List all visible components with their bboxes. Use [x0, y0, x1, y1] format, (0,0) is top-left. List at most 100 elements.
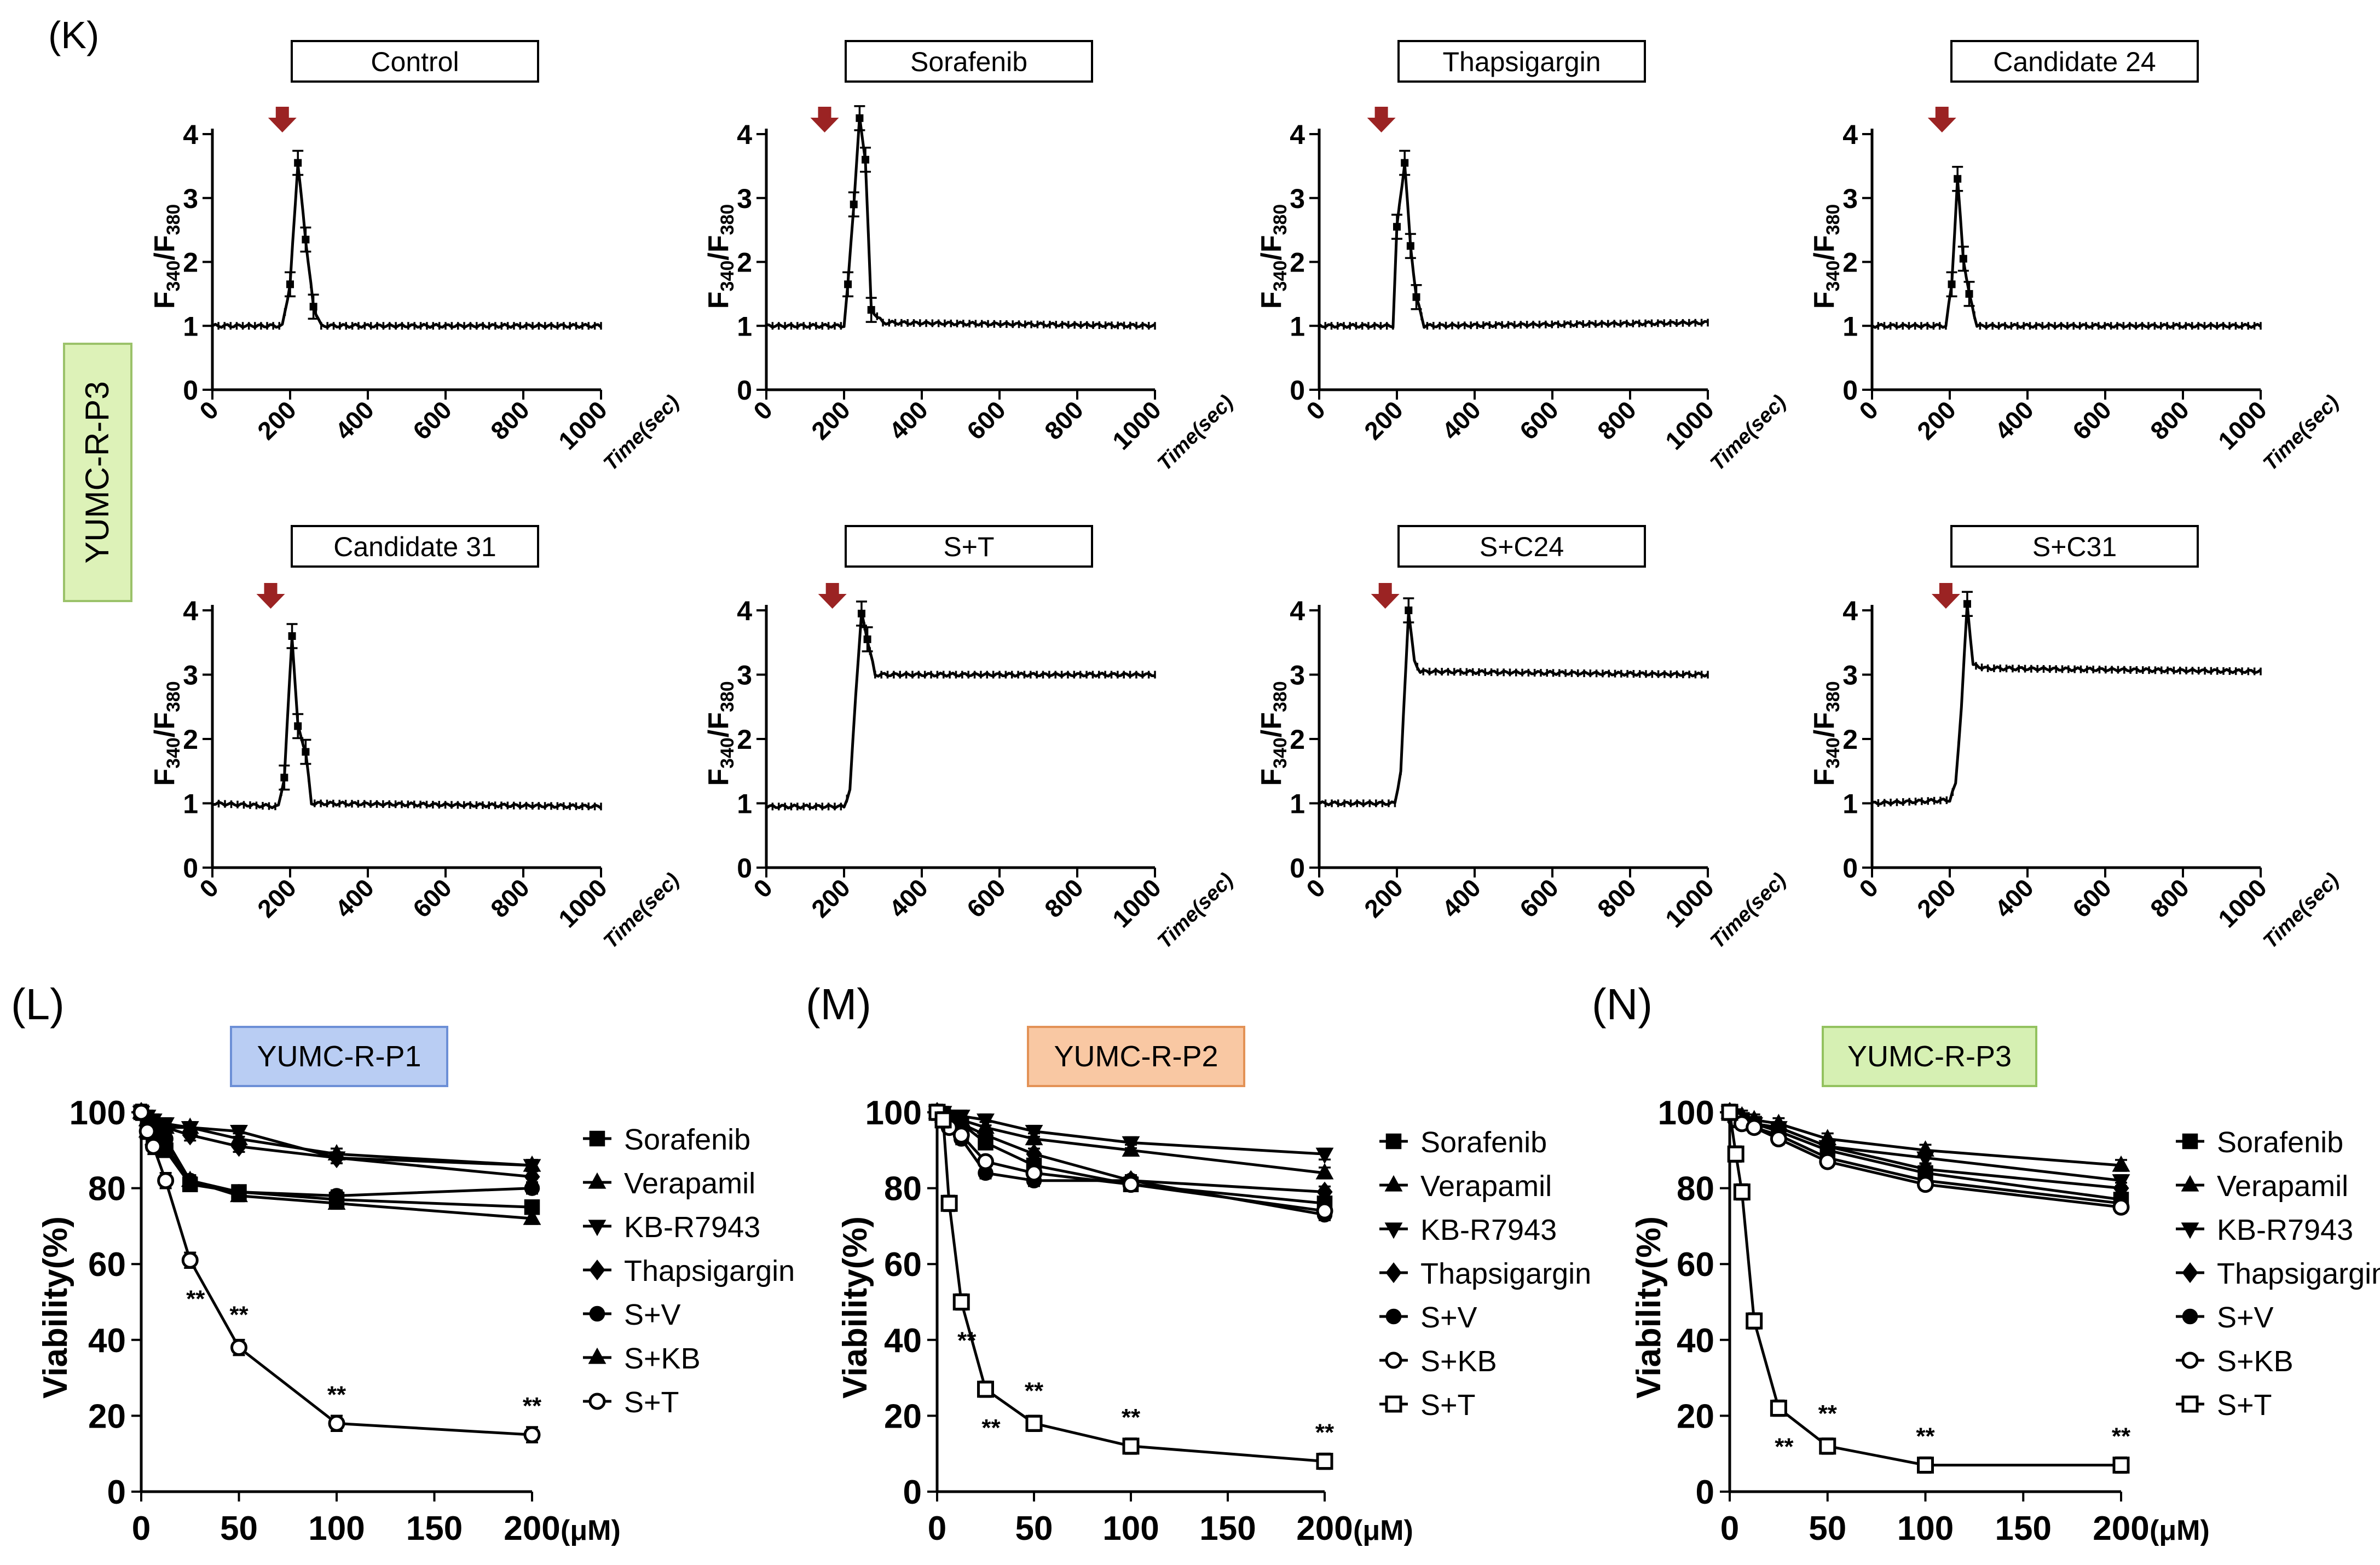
legend-entry: Thapsigargin [2176, 1257, 2380, 1290]
x-tick-label: 0 [1720, 1510, 1739, 1547]
significance-label: ** [186, 1285, 205, 1312]
data-point [145, 1137, 162, 1155]
x-tick-label: 200 [1359, 873, 1408, 923]
x-tick-label: 0 [748, 873, 778, 903]
y-tick-label: 60 [1677, 1246, 1714, 1284]
legend-marker [589, 1130, 605, 1147]
data-point [1746, 1119, 1763, 1136]
legend-entry: KB-R7943 [1379, 1214, 1557, 1246]
y-tick-label: 2 [1290, 724, 1305, 755]
data-point [952, 1127, 970, 1144]
chart-title-frame [845, 40, 1093, 83]
side-label-text: YUMC-R-P3 [79, 381, 115, 563]
y-tick-label: 3 [1290, 183, 1305, 214]
series-line [936, 1111, 1325, 1212]
data-point [1316, 1453, 1333, 1470]
x-tick-label: 1000 [553, 395, 613, 455]
chart-title-frame [1027, 1026, 1245, 1087]
stimulus-arrow [1931, 583, 1960, 609]
y-tick-label: 60 [88, 1246, 126, 1284]
x-tick-label: 0 [194, 873, 224, 903]
x-axis-label: Time(sec) [2259, 391, 2344, 476]
x-tick-label: 100 [1897, 1510, 1954, 1547]
chart-title-box: Candidate 31 [291, 525, 539, 568]
chart-title-frame [1397, 525, 1646, 568]
peak-marker [844, 280, 852, 288]
x-tick-label: 200 [1911, 873, 1961, 923]
chart-title: S+C31 [2032, 532, 2117, 562]
x-tick-label: 600 [2067, 395, 2117, 445]
x-tick-label: 100 [1102, 1510, 1159, 1547]
peak-marker [288, 632, 296, 640]
x-axis-unit: (μM) [1353, 1515, 1413, 1546]
data-point [1122, 1437, 1140, 1455]
y-tick-label: 100 [70, 1094, 126, 1132]
y-tick-label: 3 [737, 183, 752, 214]
legend-entry: S+T [583, 1386, 679, 1419]
x-tick-label: 600 [2067, 873, 2117, 923]
data-point [1721, 1104, 1738, 1121]
calcium-trace [1318, 162, 1708, 329]
legend-entry: KB-R7943 [2176, 1214, 2353, 1246]
stimulus-arrow [1367, 107, 1396, 132]
data-series [132, 1104, 541, 1443]
legend-label: Verapamil [2217, 1170, 2348, 1203]
legend-entry: S+V [2176, 1301, 2274, 1334]
y-tick-label: 60 [884, 1246, 922, 1284]
y-tick-label: 40 [884, 1322, 922, 1360]
x-tick-label: 400 [1436, 395, 1486, 445]
y-tick-label: 0 [107, 1474, 126, 1511]
x-tick-label: 50 [1015, 1510, 1053, 1547]
x-tick-label: 150 [1199, 1510, 1256, 1547]
x-axis-label: Time(sec) [2259, 869, 2344, 954]
y-tick-label: 1 [737, 311, 752, 342]
legend-entry: S+T [2176, 1389, 2272, 1422]
significance-label: ** [523, 1393, 542, 1419]
data-point [1770, 1400, 1787, 1417]
data-point [157, 1172, 175, 1189]
y-axis-label: F340/F380 [703, 204, 738, 309]
peak-marker [280, 773, 288, 782]
data-point [327, 1193, 346, 1210]
chart-title-frame [291, 40, 539, 83]
x-tick-label: 400 [1436, 873, 1486, 923]
chart-title-frame [291, 525, 539, 568]
legend-marker [1384, 1222, 1403, 1239]
legend-label: Sorafenib [2217, 1126, 2343, 1159]
legend-marker [1384, 1175, 1403, 1192]
calcium-trace [211, 163, 602, 329]
peak-marker [850, 200, 858, 209]
y-axis-label: F340/F380 [703, 681, 738, 786]
chart-title-frame [1397, 40, 1646, 83]
data-point [1819, 1437, 1836, 1455]
legend-entry: Sorafenib [583, 1123, 750, 1156]
viability-chart: YUMC-R-P3 0 20 40 60 80 100 0 50 100 150 200 (μM) Via… [1630, 1026, 2380, 1547]
data-point [1316, 1181, 1333, 1203]
chart-title-frame [230, 1026, 448, 1087]
data-point [1917, 1176, 1934, 1193]
data-series [1721, 1104, 2130, 1474]
x-tick-label: 1000 [2213, 873, 2272, 933]
x-tick-label: 0 [1301, 873, 1331, 903]
x-tick-label: 0 [928, 1510, 946, 1547]
y-tick-label: 1 [183, 311, 198, 342]
data-point [1026, 1144, 1042, 1165]
viability-chart: YUMC-R-P2 0 20 40 60 80 100 0 50 100 150 200 (μM) Via… [836, 1026, 1591, 1547]
y-tick-label: 20 [88, 1397, 126, 1435]
peak-marker [302, 235, 310, 244]
data-point [952, 1293, 970, 1310]
peak-marker [294, 159, 302, 167]
stimulus-arrow [1927, 107, 1956, 132]
legend-label: Thapsigargin [1420, 1257, 1591, 1290]
chart-title-box: S+T [845, 525, 1093, 568]
y-axis-label: F340/F380 [1256, 204, 1291, 309]
peak-marker [1412, 293, 1420, 301]
x-tick-label: 200 [2093, 1510, 2149, 1547]
x-tick-label: 400 [330, 873, 379, 923]
peak-marker [1965, 290, 1973, 298]
calcium-trace [1318, 610, 1709, 806]
data-point [182, 1124, 198, 1146]
significance-label: ** [1775, 1434, 1794, 1460]
y-tick-label: 80 [88, 1170, 126, 1208]
